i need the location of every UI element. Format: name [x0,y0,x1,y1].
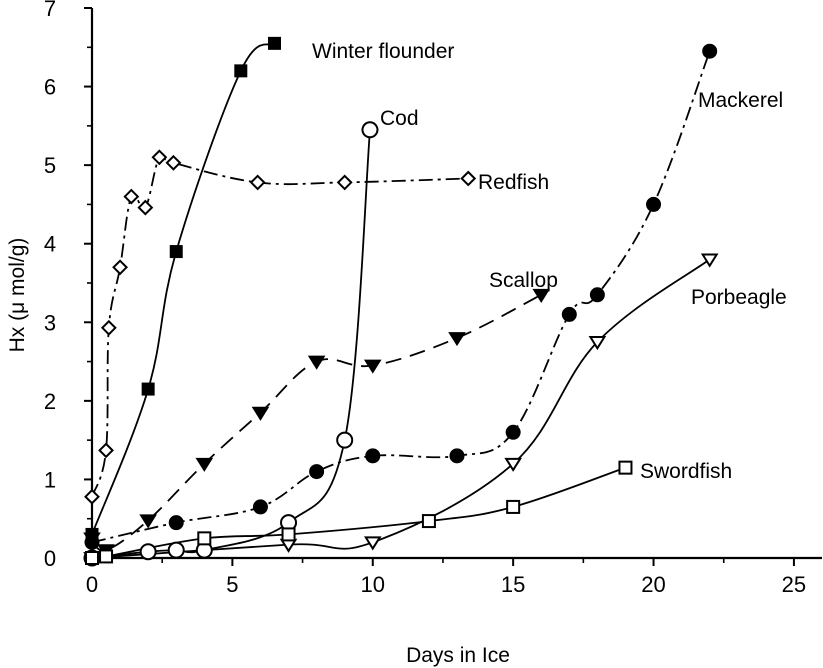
data-point-redfish [137,199,154,216]
x-tick-label: 10 [361,572,385,597]
data-point-winter-flounder [234,64,248,78]
data-point-scallop [307,355,326,370]
data-point-mackerel [589,287,605,303]
data-point-swordfish [197,531,212,546]
data-point-scallop [363,359,382,374]
data-point-redfish [249,174,266,191]
data-point-scallop [251,406,270,421]
data-point-winter-flounder [169,245,183,259]
y-tick-label: 1 [44,467,56,492]
y-tick-label: 4 [44,232,56,257]
data-point-mackerel [702,43,718,59]
data-point-cod [361,121,379,139]
y-tick-label: 2 [44,389,56,414]
series-label-swordfish: Swordfish [640,460,732,483]
series-label-redfish: Redfish [478,171,549,194]
data-point-scallop [532,288,551,303]
data-point-mackerel [505,424,521,440]
data-point-redfish [84,488,100,505]
data-point-redfish [165,154,182,171]
y-tick-label: 7 [44,0,56,21]
data-point-mackerel [449,448,465,464]
x-axis-title: Days in Ice [406,644,510,667]
data-point-porbeagle [700,253,719,268]
data-point-redfish [336,174,353,191]
data-point-swordfish [99,549,114,564]
series-labels: Winter flounder Redfish Cod Mackerel Scallop… [312,40,787,483]
series-line-winter-flounder [91,42,276,535]
data-point-scallop [195,457,214,472]
data-point-cod [139,543,157,561]
x-tick-label: 25 [782,572,806,597]
series-markers [83,36,719,567]
y-axis-title: Hx (μ mol/g) [6,238,29,353]
data-point-mackerel [646,196,662,212]
y-tick-label: 0 [44,546,56,571]
y-tick-label: 3 [44,310,56,335]
data-point-porbeagle [363,536,382,551]
data-point-swordfish [506,499,521,514]
data-point-mackerel [252,499,268,515]
data-point-swordfish [421,514,436,529]
data-point-winter-flounder [268,36,281,50]
data-point-redfish [112,259,128,276]
data-point-redfish [151,149,168,166]
y-tick-label: 5 [44,153,56,178]
x-tick-label: 20 [641,572,665,597]
series-label-mackerel: Mackerel [698,89,783,112]
data-point-porbeagle [504,457,522,472]
data-point-mackerel [365,448,381,464]
data-point-swordfish [618,460,633,475]
x-tick-label: 15 [501,572,525,597]
series-label-scallop: Scallop [489,269,558,292]
data-point-mackerel [168,515,184,531]
data-point-swordfish [85,551,99,565]
x-tick-label: 5 [226,572,238,597]
series-line-porbeagle [91,258,711,559]
data-point-mackerel [309,464,325,480]
data-point-scallop [139,514,157,529]
series-label-porbeagle: Porbeagle [691,286,787,309]
x-tick-label: 0 [86,572,98,597]
data-point-porbeagle [588,336,607,351]
data-point-redfish [98,442,114,459]
series-label-cod: Cod [380,107,419,130]
data-point-redfish [123,188,140,205]
data-point-redfish [460,170,477,187]
data-point-redfish [100,319,117,336]
data-point-cod [167,541,185,559]
data-point-winter-flounder [141,382,155,396]
data-point-cod [336,431,354,449]
data-point-scallop [448,332,466,347]
data-point-swordfish [281,527,296,542]
series-line-scallop [91,294,542,552]
data-point-scallop [83,532,101,547]
axes: 0 5 10 15 20 25 0 1 2 3 4 5 6 7 [44,0,822,597]
y-tick-label: 6 [44,75,56,100]
data-point-mackerel [561,306,577,322]
series-label-winter-flounder: Winter flounder [312,40,454,63]
